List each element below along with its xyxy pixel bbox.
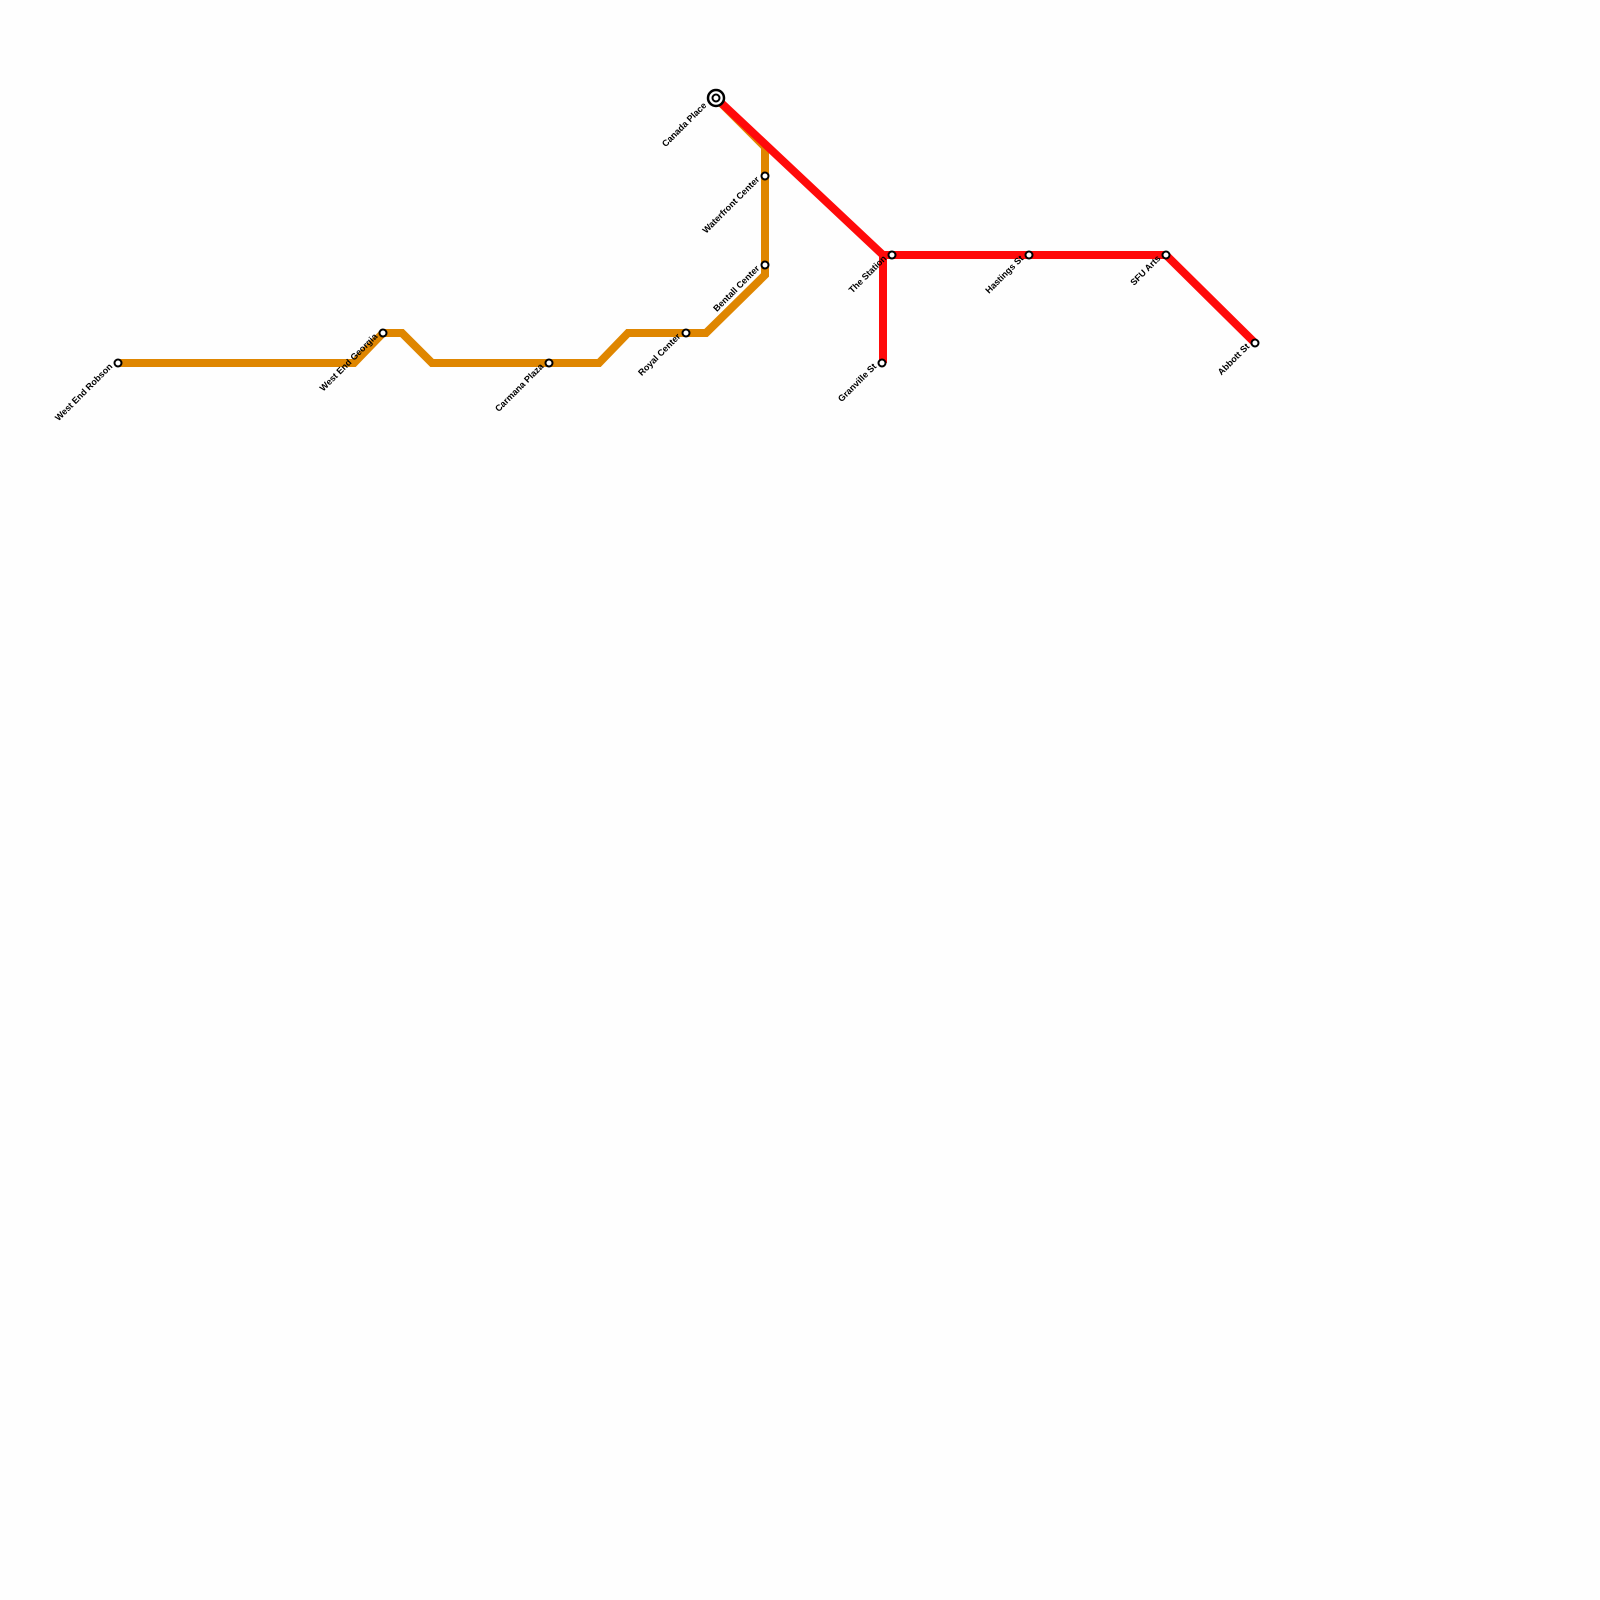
station-marker-icon — [378, 328, 388, 338]
station-waterfront-center[interactable]: Waterfront Center — [700, 171, 770, 236]
station-marker-icon — [760, 171, 770, 181]
station-marker-icon — [1024, 250, 1034, 260]
station-label: Granville St — [836, 361, 878, 403]
station-label: West End Robson — [53, 361, 114, 422]
station-label: Hastings St — [983, 253, 1025, 295]
orange-line-segment — [118, 95, 769, 367]
station-marker-icon — [760, 260, 770, 270]
station-label: Royal Center — [636, 331, 683, 378]
station-label: Canada Place — [660, 100, 708, 148]
red-line-segment — [713, 95, 1258, 346]
station-marker-icon — [544, 358, 554, 368]
station-granville-st[interactable]: Granville St — [836, 358, 887, 404]
station-west-end-robson[interactable]: West End Robson — [53, 358, 123, 423]
station-marker-icon — [681, 328, 691, 338]
station-label: Waterfront Center — [700, 174, 761, 235]
station-marker-icon — [877, 358, 887, 368]
station-label: Carmana Plaza — [493, 361, 546, 414]
station-canada-place[interactable]: Canada Place — [660, 88, 726, 149]
station-label: Abbott St — [1216, 341, 1252, 377]
station-bentall-center[interactable]: Bentall Center — [711, 260, 770, 314]
station-carmana-plaza[interactable]: Carmana Plaza — [493, 358, 554, 414]
station-abbott-st[interactable]: Abbott St — [1216, 338, 1260, 378]
station-marker-icon — [113, 358, 123, 368]
station-marker-icon — [887, 250, 897, 260]
station-marker-icon — [1161, 250, 1171, 260]
station-marker-icon — [711, 93, 721, 103]
station-marker-icon — [1250, 338, 1260, 348]
